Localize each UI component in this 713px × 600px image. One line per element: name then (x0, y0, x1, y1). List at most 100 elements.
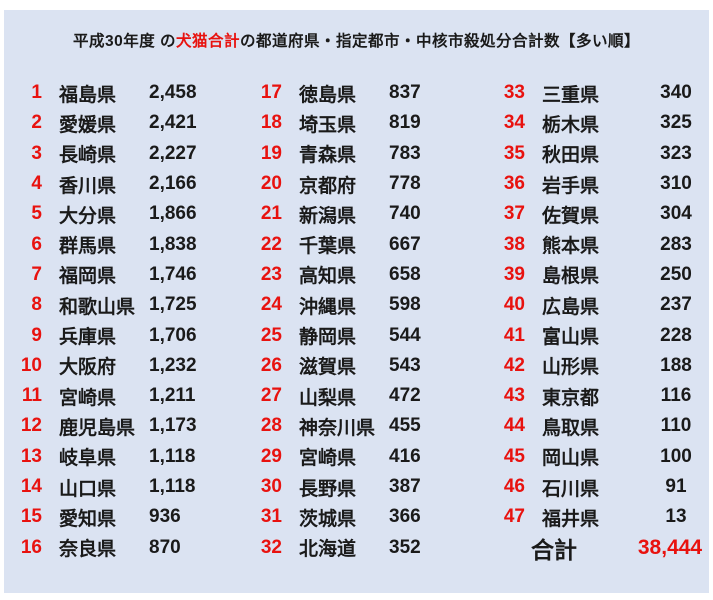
table-row: 29 宮崎県 416 (244, 442, 487, 472)
prefecture-name: 兵庫県 (59, 327, 117, 349)
prefecture-name: 三重県 (542, 84, 600, 106)
title-prefix: 平成30年度 の (72, 33, 177, 50)
kill-count-value: 658 (389, 263, 421, 285)
table-row: 23 高知県 658 (244, 260, 487, 290)
kill-count-value: 1,838 (149, 233, 197, 255)
rank-number: 23 (260, 263, 282, 285)
kill-count-value: 740 (389, 203, 421, 225)
rank-number: 36 (503, 173, 525, 195)
prefecture-name: 京都府 (299, 175, 357, 197)
prefecture-name: 埼玉県 (299, 114, 357, 136)
rows-33-47: 33 三重県 340 34 栃木県 325 35 秋田県 323 36 岩手県 … (487, 78, 709, 532)
table-row: 22 千葉県 667 (244, 229, 487, 259)
prefecture-name: 長野県 (299, 478, 357, 500)
rank-number: 16 (20, 536, 42, 558)
table-row: 25 静岡県 544 (244, 320, 487, 350)
rank-number: 32 (260, 536, 282, 558)
table-row: 9 兵庫県 1,706 (4, 320, 244, 350)
kill-count-value: 455 (389, 415, 421, 437)
ranking-table: 1 福島県 2,458 2 愛媛県 2,421 3 長崎県 2,227 4 香川… (4, 78, 709, 563)
kill-count-value: 100 (660, 445, 692, 467)
kill-count-value: 116 (660, 385, 692, 407)
rank-number: 26 (260, 354, 282, 376)
ranking-column-1: 1 福島県 2,458 2 愛媛県 2,421 3 長崎県 2,227 4 香川… (4, 78, 244, 563)
prefecture-name: 神奈川県 (299, 417, 376, 439)
rank-number: 29 (260, 445, 282, 467)
kill-count-value: 2,227 (149, 142, 197, 164)
kill-count-value: 323 (660, 142, 692, 164)
kill-count-value: 783 (389, 142, 421, 164)
prefecture-name: 群馬県 (59, 236, 117, 258)
page-title: 平成30年度 の犬猫合計の都道府県・指定都市・中核市殺処分合計数【多い順】 (4, 29, 709, 51)
kill-count-value: 1,211 (149, 385, 196, 407)
prefecture-name: 新潟県 (299, 205, 357, 227)
prefecture-name: 鳥取県 (542, 417, 600, 439)
table-row: 38 熊本県 283 (487, 229, 709, 259)
prefecture-name: 石川県 (542, 478, 600, 500)
table-row: 41 富山県 228 (487, 320, 709, 350)
table-panel: 平成30年度 の犬猫合計の都道府県・指定都市・中核市殺処分合計数【多い順】 1 … (4, 10, 709, 593)
rows-1-16: 1 福島県 2,458 2 愛媛県 2,421 3 長崎県 2,227 4 香川… (4, 78, 244, 563)
kill-count-value: 352 (389, 536, 421, 558)
title-suffix: の都道府県・指定都市・中核市殺処分合計数【多い順】 (240, 33, 641, 50)
prefecture-name: 富山県 (542, 327, 600, 349)
kill-count-value: 936 (149, 506, 181, 528)
kill-count-value: 472 (389, 385, 421, 407)
prefecture-name: 岐阜県 (59, 448, 117, 470)
rank-number: 21 (260, 203, 282, 225)
table-row: 44 鳥取県 110 (487, 411, 709, 441)
rank-number: 41 (503, 324, 525, 346)
prefecture-name: 山梨県 (299, 387, 357, 409)
rank-number: 28 (260, 415, 282, 437)
table-row: 31 茨城県 366 (244, 502, 487, 532)
prefecture-name: 茨城県 (299, 508, 357, 530)
prefecture-name: 福岡県 (59, 266, 117, 288)
kill-count-value: 250 (660, 263, 692, 285)
kill-count-value: 1,173 (149, 415, 197, 437)
prefecture-name: 熊本県 (542, 236, 600, 258)
kill-count-value: 1,866 (149, 203, 197, 225)
prefecture-name: 福井県 (542, 508, 600, 530)
total-label: 合計 (531, 536, 577, 563)
kill-count-value: 188 (660, 354, 692, 376)
rank-number: 43 (503, 385, 525, 407)
table-row: 37 佐賀県 304 (487, 199, 709, 229)
title-highlight: 犬猫合計 (176, 33, 241, 50)
rank-number: 39 (503, 263, 525, 285)
prefecture-name: 福島県 (59, 84, 117, 106)
rank-number: 44 (503, 415, 525, 437)
rank-number: 4 (31, 173, 42, 195)
total-value: 38,444 (637, 535, 703, 559)
prefecture-name: 山形県 (542, 357, 600, 379)
rank-number: 19 (260, 142, 282, 164)
table-row: 10 大阪府 1,232 (4, 351, 244, 381)
rank-number: 13 (20, 445, 42, 467)
rank-number: 47 (503, 506, 525, 528)
prefecture-name: 大分県 (59, 205, 117, 227)
prefecture-name: 広島県 (542, 296, 600, 318)
rank-number: 42 (503, 354, 525, 376)
table-row: 28 神奈川県 455 (244, 411, 487, 441)
table-row: 13 岐阜県 1,118 (4, 442, 244, 472)
table-row: 27 山梨県 472 (244, 381, 487, 411)
rows-17-32: 17 徳島県 837 18 埼玉県 819 19 青森県 783 20 京都府 … (244, 78, 487, 563)
rank-number: 17 (260, 82, 282, 104)
kill-count-value: 325 (660, 112, 692, 134)
table-row: 32 北海道 352 (244, 532, 487, 562)
kill-count-value: 340 (660, 82, 692, 104)
rank-number: 12 (20, 415, 42, 437)
rank-number: 24 (260, 294, 282, 316)
table-row: 17 徳島県 837 (244, 78, 487, 108)
table-row: 1 福島県 2,458 (4, 78, 244, 108)
rank-number: 11 (21, 385, 42, 407)
ranking-column-3: 33 三重県 340 34 栃木県 325 35 秋田県 323 36 岩手県 … (487, 78, 709, 563)
rank-number: 37 (503, 203, 525, 225)
prefecture-name: 鹿児島県 (59, 417, 136, 439)
table-row: 42 山形県 188 (487, 351, 709, 381)
rank-number: 38 (503, 233, 525, 255)
prefecture-name: 千葉県 (299, 236, 357, 258)
table-row: 8 和歌山県 1,725 (4, 290, 244, 320)
prefecture-name: 愛知県 (59, 508, 117, 530)
table-row: 36 岩手県 310 (487, 169, 709, 199)
rank-number: 25 (260, 324, 282, 346)
